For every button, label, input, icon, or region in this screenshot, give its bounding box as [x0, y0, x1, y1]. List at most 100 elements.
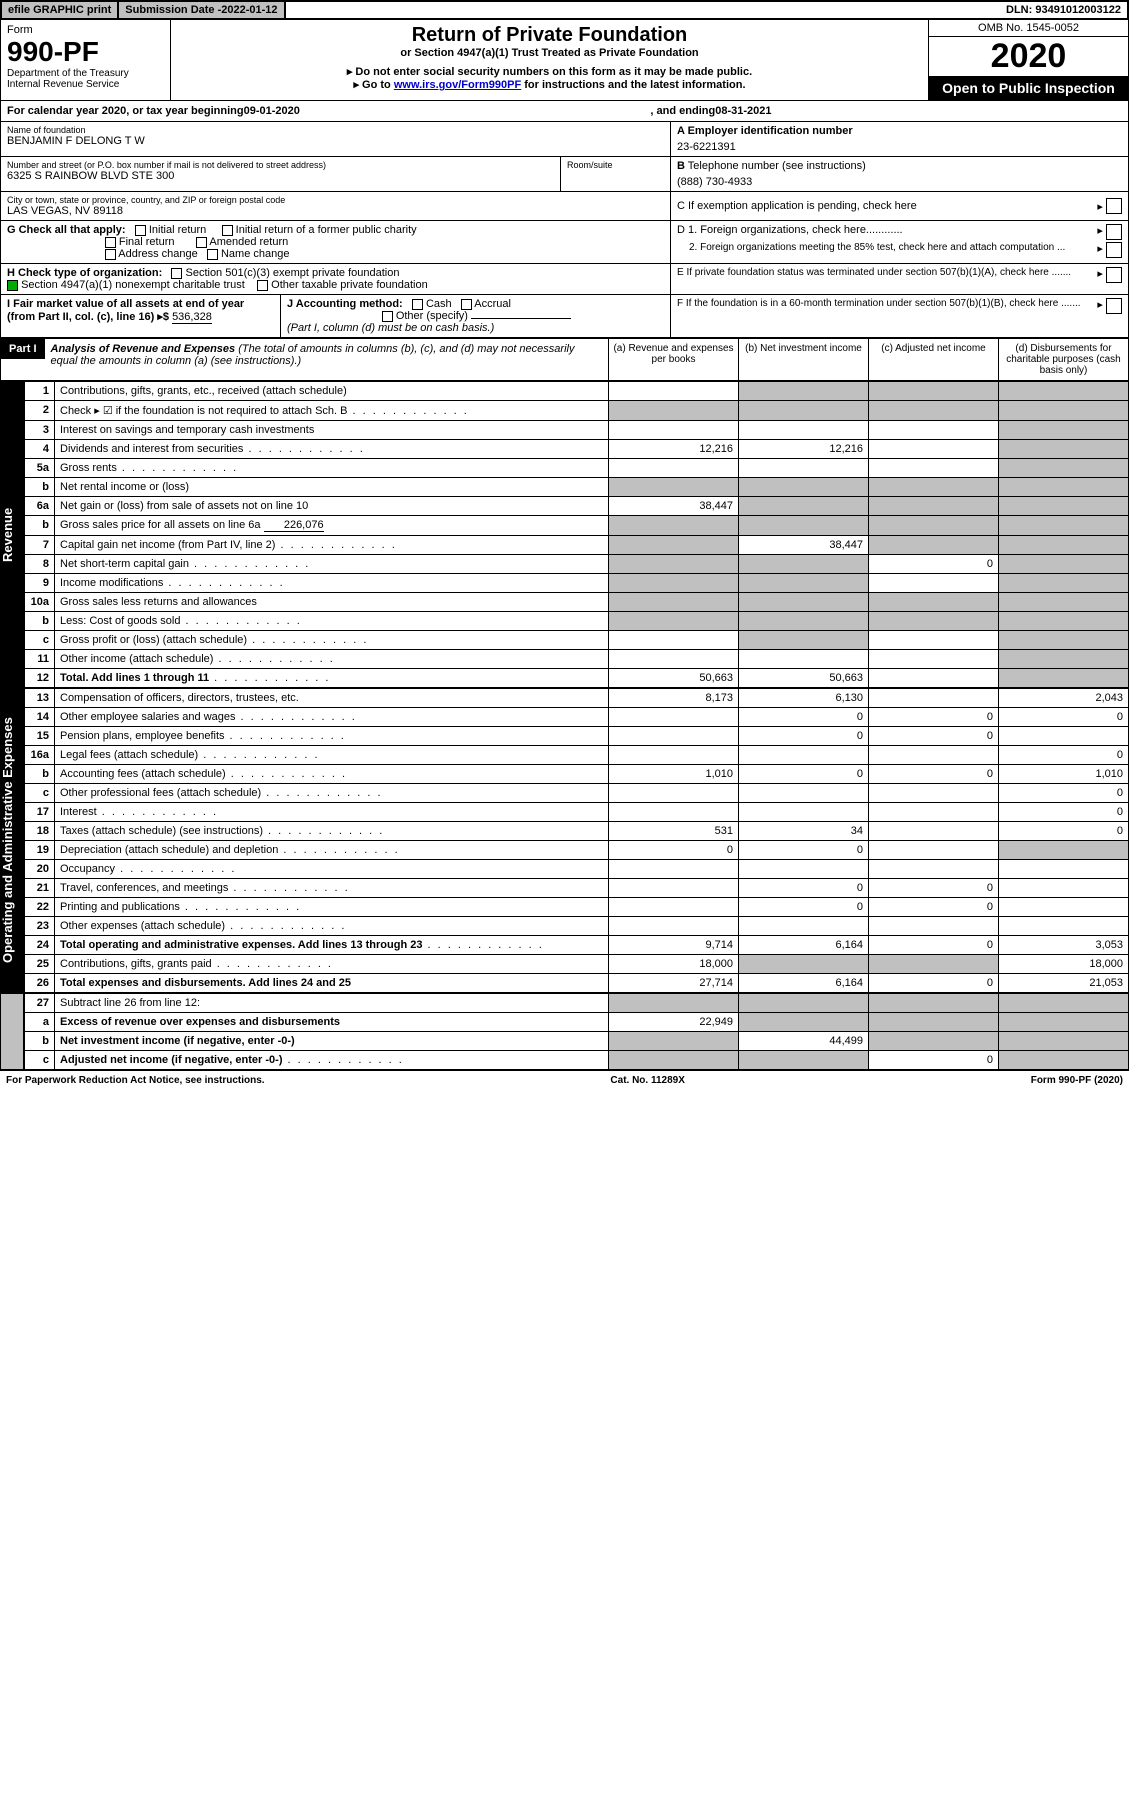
city: LAS VEGAS, NV 89118: [7, 205, 664, 217]
col-b-cell: [739, 650, 869, 669]
col-a-cell: [609, 727, 739, 746]
line-number: 4: [25, 440, 55, 459]
checkbox-final[interactable]: [105, 237, 116, 248]
col-b-cell: [739, 421, 869, 440]
d2-text: 2. Foreign organizations meeting the 85%…: [677, 242, 1097, 258]
col-d-cell: [999, 879, 1129, 898]
col-a-cell: [609, 784, 739, 803]
col-d-cell: [999, 727, 1129, 746]
part1-badge: Part I: [1, 339, 45, 359]
col-b-cell: [739, 917, 869, 936]
table-row: cGross profit or (loss) (attach schedule…: [25, 631, 1129, 650]
col-c-cell: [869, 1013, 999, 1032]
checkbox-initial-former[interactable]: [222, 225, 233, 236]
line-number: 10a: [25, 593, 55, 612]
col-b-cell: 0: [739, 708, 869, 727]
line-label: Gross sales price for all assets on line…: [55, 516, 609, 536]
col-d-cell: [999, 478, 1129, 497]
col-b-cell: 6,130: [739, 689, 869, 708]
checkbox-4947a1[interactable]: [7, 280, 18, 291]
table-row: 26Total expenses and disbursements. Add …: [25, 974, 1129, 993]
col-c-cell: 0: [869, 1051, 999, 1070]
checkbox-e[interactable]: [1106, 267, 1122, 283]
table-row: bLess: Cost of goods sold: [25, 612, 1129, 631]
checkbox-name-change[interactable]: [207, 249, 218, 260]
line-number: 11: [25, 650, 55, 669]
part1-desc: Analysis of Revenue and Expenses (The to…: [45, 339, 608, 380]
footer-left: For Paperwork Reduction Act Notice, see …: [6, 1075, 265, 1086]
col-a-cell: [609, 574, 739, 593]
col-b-cell: 0: [739, 898, 869, 917]
form-subtitle: or Section 4947(a)(1) Trust Treated as P…: [175, 47, 924, 59]
checkbox-other-tax[interactable]: [257, 280, 268, 291]
col-d-cell: [999, 555, 1129, 574]
efile-label[interactable]: efile GRAPHIC print: [2, 2, 119, 18]
ij-row: I Fair market value of all assets at end…: [0, 295, 1129, 338]
revenue-section: Revenue 1Contributions, gifts, grants, e…: [0, 381, 1129, 688]
irs-link[interactable]: www.irs.gov/Form990PF: [394, 79, 521, 91]
addr-label: Number and street (or P.O. box number if…: [7, 160, 554, 170]
col-b-cell: 38,447: [739, 536, 869, 555]
col-d-cell: [999, 994, 1129, 1013]
col-a-cell: [609, 708, 739, 727]
table-row: 14Other employee salaries and wages000: [25, 708, 1129, 727]
line-label: Net short-term capital gain: [55, 555, 609, 574]
checkbox-501c3[interactable]: [171, 268, 182, 279]
ein-label: A Employer identification number: [677, 125, 1122, 137]
checkbox-c[interactable]: [1106, 198, 1122, 214]
line-label: Net investment income (if negative, ente…: [55, 1032, 609, 1051]
line-label: Excess of revenue over expenses and disb…: [55, 1013, 609, 1032]
col-c-cell: [869, 459, 999, 478]
col-b-cell: [739, 746, 869, 765]
col-d-cell: [999, 612, 1129, 631]
line-label: Check ▸ ☑ if the foundation is not requi…: [55, 401, 609, 421]
checkbox-accrual[interactable]: [461, 299, 472, 310]
col-b-cell: [739, 401, 869, 421]
table-row: 3Interest on savings and temporary cash …: [25, 421, 1129, 440]
col-a-cell: 0: [609, 841, 739, 860]
col-c-hdr: (c) Adjusted net income: [868, 339, 998, 380]
col-d-cell: 18,000: [999, 955, 1129, 974]
col-c-cell: [869, 574, 999, 593]
line-label: Total. Add lines 1 through 11: [55, 669, 609, 688]
form-title: Return of Private Foundation: [175, 24, 924, 47]
col-a-cell: [609, 746, 739, 765]
col-a-cell: [609, 478, 739, 497]
line-number: 7: [25, 536, 55, 555]
col-a-cell: [609, 898, 739, 917]
table-row: 21Travel, conferences, and meetings00: [25, 879, 1129, 898]
table-row: aExcess of revenue over expenses and dis…: [25, 1013, 1129, 1032]
line-label: Depreciation (attach schedule) and deple…: [55, 841, 609, 860]
col-c-cell: [869, 1032, 999, 1051]
col-d-cell: [999, 917, 1129, 936]
g-label: G Check all that apply:: [7, 224, 126, 236]
f-text: F If the foundation is in a 60-month ter…: [677, 298, 1097, 334]
col-c-cell: [869, 746, 999, 765]
checkbox-d2[interactable]: [1106, 242, 1122, 258]
col-b-cell: [739, 478, 869, 497]
expenses-sidelabel: Operating and Administrative Expenses: [0, 688, 24, 993]
line-number: 23: [25, 917, 55, 936]
ty-begin: 09-01-2020: [244, 105, 300, 117]
checkbox-d1[interactable]: [1106, 224, 1122, 240]
col-a-cell: [609, 803, 739, 822]
col-c-cell: [869, 631, 999, 650]
form-word: Form: [7, 24, 164, 36]
col-d-hdr: (d) Disbursements for charitable purpose…: [998, 339, 1128, 380]
col-b-cell: [739, 860, 869, 879]
line-label: Contributions, gifts, grants, etc., rece…: [55, 382, 609, 401]
line-label: Printing and publications: [55, 898, 609, 917]
line-label: Accounting fees (attach schedule): [55, 765, 609, 784]
checkbox-other-method[interactable]: [382, 311, 393, 322]
col-b-hdr: (b) Net investment income: [738, 339, 868, 380]
checkbox-cash[interactable]: [412, 299, 423, 310]
checkbox-initial[interactable]: [135, 225, 146, 236]
phone: (888) 730-4933: [677, 176, 1122, 188]
checkbox-addr-change[interactable]: [105, 249, 116, 260]
checkbox-amended[interactable]: [196, 237, 207, 248]
line-number: b: [25, 612, 55, 631]
col-b-cell: 34: [739, 822, 869, 841]
arrow-icon: [1097, 200, 1103, 213]
col-d-cell: [999, 536, 1129, 555]
checkbox-f[interactable]: [1106, 298, 1122, 314]
